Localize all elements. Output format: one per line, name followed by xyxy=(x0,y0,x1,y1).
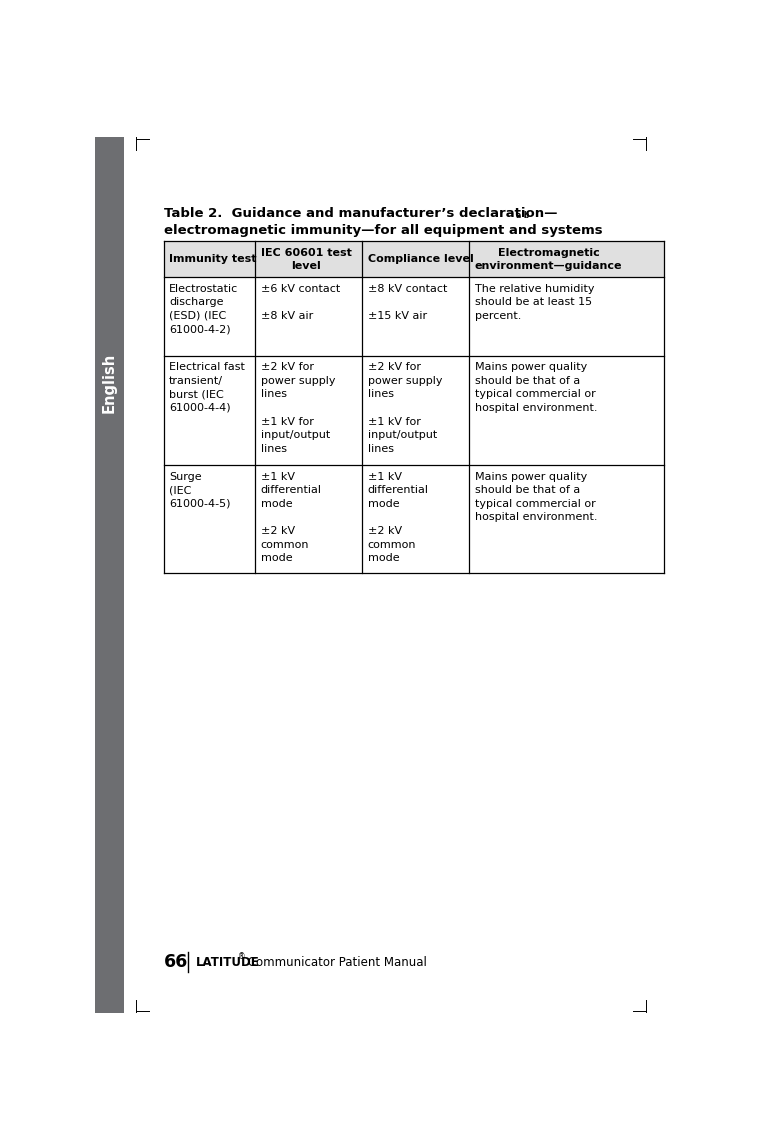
Text: electromagnetic immunity—for all equipment and systems: electromagnetic immunity—for all equipme… xyxy=(163,224,602,237)
Text: Mains power quality
should be that of a
typical commercial or
hospital environme: Mains power quality should be that of a … xyxy=(475,471,597,522)
Text: ±6 kV contact

±8 kV air: ±6 kV contact ±8 kV air xyxy=(261,283,340,321)
Text: Electromagnetic
environment—guidance: Electromagnetic environment—guidance xyxy=(475,248,623,271)
Text: Mains power quality
should be that of a
typical commercial or
hospital environme: Mains power quality should be that of a … xyxy=(475,362,597,413)
Text: LATITUDE: LATITUDE xyxy=(196,956,260,968)
Text: The relative humidity
should be at least 15
percent.: The relative humidity should be at least… xyxy=(475,283,594,321)
Text: ±8 kV contact

±15 kV air: ±8 kV contact ±15 kV air xyxy=(368,283,447,321)
Text: IEC 60601 test
level: IEC 60601 test level xyxy=(261,248,352,271)
Text: ®: ® xyxy=(238,953,246,962)
Text: Surge
(IEC
61000-4-5): Surge (IEC 61000-4-5) xyxy=(169,471,230,509)
Text: ±2 kV for
power supply
lines

±1 kV for
input/output
lines: ±2 kV for power supply lines ±1 kV for i… xyxy=(261,362,335,454)
Text: a b: a b xyxy=(517,211,530,220)
Text: Table 2.  Guidance and manufacturer’s declaration—: Table 2. Guidance and manufacturer’s dec… xyxy=(163,207,557,221)
Text: English: English xyxy=(102,353,117,413)
Text: Compliance level: Compliance level xyxy=(368,255,474,264)
Text: Electrical fast
transient/
burst (IEC
61000-4-4): Electrical fast transient/ burst (IEC 61… xyxy=(169,362,245,413)
Text: ±2 kV for
power supply
lines

±1 kV for
input/output
lines: ±2 kV for power supply lines ±1 kV for i… xyxy=(368,362,443,454)
Bar xyxy=(163,241,665,278)
Text: Communicator Patient Manual: Communicator Patient Manual xyxy=(244,956,427,968)
Bar xyxy=(95,137,124,1013)
Text: Immunity test: Immunity test xyxy=(169,255,256,264)
Text: Electrostatic
discharge
(ESD) (IEC
61000-4-2): Electrostatic discharge (ESD) (IEC 61000… xyxy=(169,283,238,335)
Text: ±1 kV
differential
mode

±2 kV
common
mode: ±1 kV differential mode ±2 kV common mod… xyxy=(368,471,429,563)
Text: ±1 kV
differential
mode

±2 kV
common
mode: ±1 kV differential mode ±2 kV common mod… xyxy=(261,471,322,563)
Text: 66: 66 xyxy=(163,953,188,971)
